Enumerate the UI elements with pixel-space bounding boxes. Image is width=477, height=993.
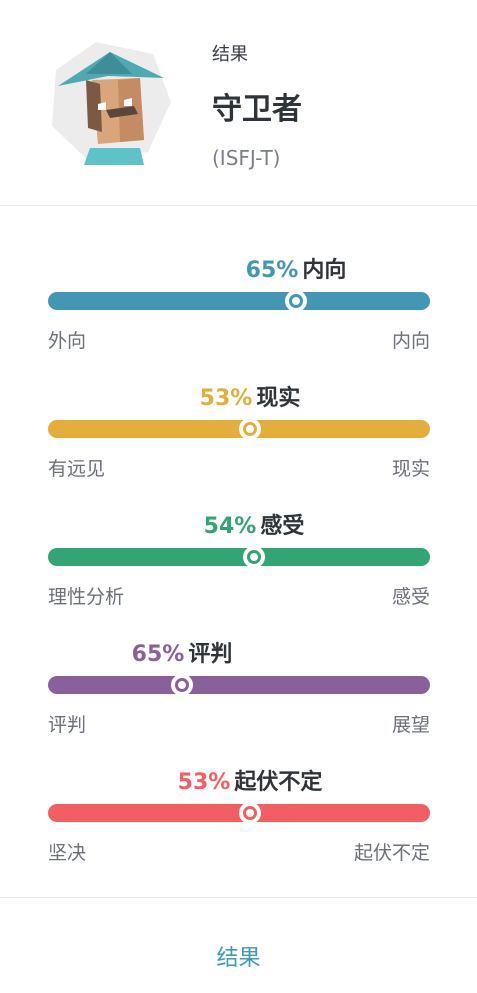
result-label: 结果 xyxy=(212,44,248,65)
trait-row: 54% 感受 理性分析 感受 xyxy=(48,508,430,618)
trait-percent: 65% xyxy=(245,258,299,283)
trait-bar xyxy=(48,548,430,566)
trait-name: 起伏不定 xyxy=(234,770,323,795)
trait-slider-knob xyxy=(243,546,265,568)
trait-heading: 53% 起伏不定 xyxy=(178,764,323,796)
trait-left-label: 坚决 xyxy=(48,842,87,864)
trait-left-label: 有远见 xyxy=(48,458,106,480)
header-divider xyxy=(0,205,477,206)
trait-name: 感受 xyxy=(260,514,305,539)
trait-percent: 54% xyxy=(203,514,257,539)
personality-type-code: (ISFJ-T) xyxy=(212,146,281,170)
trait-row: 65% 评判 评判 展望 xyxy=(48,636,430,746)
trait-left-label: 外向 xyxy=(48,330,87,352)
trait-right-label: 起伏不定 xyxy=(353,842,430,864)
trait-percent: 53% xyxy=(177,770,231,795)
trait-slider-knob xyxy=(171,674,193,696)
trait-percent: 53% xyxy=(199,386,253,411)
trait-right-label: 现实 xyxy=(391,458,430,480)
trait-bar xyxy=(48,676,430,694)
trait-heading: 65% 评判 xyxy=(132,636,233,668)
trait-slider-knob xyxy=(239,418,261,440)
trait-right-label: 感受 xyxy=(391,586,430,608)
trait-heading: 65% 内向 xyxy=(246,252,347,284)
trait-slider-knob xyxy=(285,290,307,312)
trait-name: 评判 xyxy=(188,642,233,667)
trait-slider-knob xyxy=(239,802,261,824)
footer-divider xyxy=(0,897,477,898)
trait-heading: 54% 感受 xyxy=(204,508,305,540)
trait-row: 65% 内向 外向 内向 xyxy=(48,252,430,362)
trait-name: 内向 xyxy=(302,258,347,283)
trait-bar xyxy=(48,292,430,310)
trait-heading: 53% 现实 xyxy=(200,380,301,412)
trait-left-label: 理性分析 xyxy=(48,586,125,608)
trait-row: 53% 现实 有远见 现实 xyxy=(48,380,430,490)
sentinel-avatar-icon xyxy=(52,42,171,165)
trait-left-label: 评判 xyxy=(48,714,87,736)
trait-percent: 65% xyxy=(131,642,185,667)
result-header: 结果 守卫者 (ISFJ-T) xyxy=(0,0,477,205)
personality-type-name: 守卫者 xyxy=(212,92,302,127)
trait-right-label: 展望 xyxy=(391,714,430,736)
trait-right-label: 内向 xyxy=(391,330,430,352)
trait-row: 53% 起伏不定 坚决 起伏不定 xyxy=(48,764,430,874)
trait-name: 现实 xyxy=(256,386,301,411)
results-button[interactable]: 结果 xyxy=(216,946,261,971)
